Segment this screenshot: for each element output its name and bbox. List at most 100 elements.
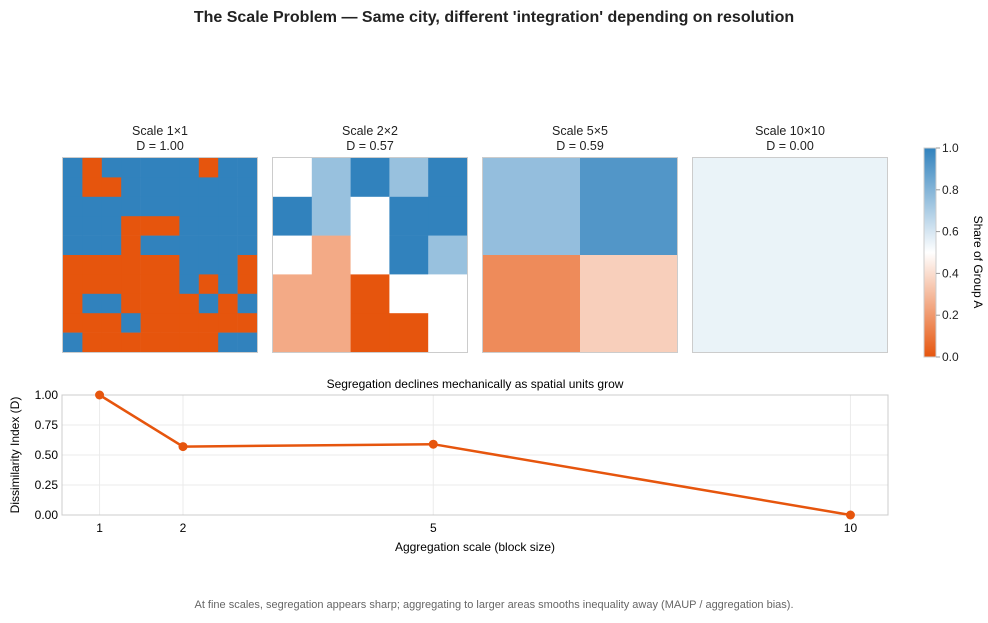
- heatmap-cell: [140, 293, 161, 314]
- colorbar-tick-label: 0.0: [942, 350, 959, 364]
- heatmap-cell: [179, 274, 200, 295]
- heatmap-cell: [198, 196, 219, 217]
- heatmap-cell: [311, 313, 351, 352]
- heatmap-cell: [483, 255, 581, 352]
- heatmap-cell: [63, 274, 83, 295]
- heatmap-cell: [82, 235, 103, 256]
- panel-title-1: Scale 1×1 D = 1.00: [62, 124, 258, 154]
- heatmap-cell: [198, 293, 219, 314]
- heatmap-cell: [160, 332, 180, 352]
- data-point: [428, 439, 438, 449]
- heatmap-cell: [63, 235, 83, 256]
- heatmap-cell: [101, 255, 122, 275]
- heatmap-cell: [82, 216, 103, 236]
- heatmap-cell: [179, 177, 200, 198]
- colorbar-tick-label: 0.4: [942, 266, 959, 280]
- heatmap-cell: [63, 177, 83, 198]
- heatmap-cell: [389, 235, 429, 275]
- heatmap-cell: [389, 274, 429, 314]
- heatmap-cell: [101, 216, 122, 236]
- heatmap-cell: [82, 255, 103, 275]
- data-point: [178, 442, 188, 452]
- x-tick-label: 5: [430, 521, 437, 535]
- panel-name: Scale 1×1: [132, 124, 188, 138]
- y-tick-label: 0.25: [35, 478, 59, 492]
- heatmap-cell: [218, 196, 238, 217]
- heatmap-cell: [580, 255, 677, 352]
- x-tick-label: 1: [96, 521, 103, 535]
- heatmap-cell: [273, 313, 313, 352]
- colorbar: Share of Group A 0.0 0.2 0.4 0.6 0.8 1.0: [923, 141, 985, 364]
- panel-title-2: Scale 2×2 D = 0.57: [272, 124, 468, 154]
- heatmap-cell: [237, 332, 257, 352]
- heatmap-cell: [121, 158, 141, 178]
- heatmap-cell: [311, 196, 351, 236]
- heatmap-cell: [160, 235, 180, 256]
- heatmap-cell: [140, 196, 161, 217]
- heatmap-cell: [237, 235, 257, 256]
- heatmap-cell: [179, 293, 200, 314]
- heatmap-cell: [160, 293, 180, 314]
- heatmap-cell: [63, 293, 83, 314]
- heatmap-cell: [218, 255, 238, 275]
- line-chart-title: Segregation declines mechanically as spa…: [327, 377, 624, 391]
- heatmap-cell: [311, 158, 351, 198]
- heatmap-cell: [237, 177, 257, 198]
- panel-title-5: Scale 5×5 D = 0.59: [482, 124, 678, 154]
- y-tick-label: 0.00: [35, 508, 59, 522]
- heatmap-cell: [63, 332, 83, 352]
- panel-d-label: D = 1.00: [136, 139, 184, 153]
- heatmap-cell: [160, 158, 180, 178]
- heatmap-cell: [237, 274, 257, 295]
- heatmap-cell: [82, 196, 103, 217]
- panel-d-label: D = 0.59: [556, 139, 604, 153]
- heatmap-cell: [273, 196, 313, 236]
- heatmap-cell: [140, 216, 161, 236]
- heatmap-cell: [63, 313, 83, 333]
- heatmap-cell: [350, 196, 390, 236]
- heatmap-cell: [82, 332, 103, 352]
- heatmap-cell: [428, 196, 467, 236]
- heatmap-cell: [160, 313, 180, 333]
- heatmap-cell: [101, 235, 122, 256]
- heatmap-cell: [350, 313, 390, 352]
- heatmap-cell: [179, 332, 200, 352]
- heatmap-cell: [350, 158, 390, 198]
- heatmap-cell: [179, 196, 200, 217]
- y-tick-label: 0.50: [35, 448, 59, 462]
- heatmap-cell: [311, 274, 351, 314]
- heatmap-cell: [198, 255, 219, 275]
- heatmap-cell: [101, 332, 122, 352]
- heatmap-cell: [101, 158, 122, 178]
- heatmap-cell: [179, 313, 200, 333]
- heatmap-cell: [82, 313, 103, 333]
- heatmap-cell: [179, 235, 200, 256]
- caption: At fine scales, segregation appears shar…: [194, 599, 794, 611]
- heatmap-cell: [121, 293, 141, 314]
- heatmap-cell: [198, 158, 219, 178]
- heatmap-cell: [428, 313, 467, 352]
- heatmap-scale-5: [482, 157, 678, 353]
- heatmap-cell: [140, 177, 161, 198]
- panel-name: Scale 2×2: [342, 124, 398, 138]
- heatmap-cell: [121, 216, 141, 236]
- panel-d-label: D = 0.57: [346, 139, 394, 153]
- heatmap-cell: [350, 274, 390, 314]
- heatmap-cell: [389, 196, 429, 236]
- colorbar-tick-label: 1.0: [942, 141, 959, 155]
- heatmap-cell: [389, 158, 429, 198]
- heatmap-cell: [63, 216, 83, 236]
- heatmap-cell: [179, 216, 200, 236]
- heatmap-cell: [273, 235, 313, 275]
- heatmap-cell: [428, 158, 467, 198]
- heatmap-cell: [428, 274, 467, 314]
- heatmap-cell: [428, 235, 467, 275]
- heatmap-cell: [121, 332, 141, 352]
- colorbar-tick-label: 0.2: [942, 308, 959, 322]
- heatmap-cell: [273, 158, 313, 198]
- heatmap-cell: [121, 196, 141, 217]
- heatmap-cell: [218, 274, 238, 295]
- heatmap-cell: [198, 313, 219, 333]
- heatmap-cell: [160, 216, 180, 236]
- y-tick-label: 0.75: [35, 418, 59, 432]
